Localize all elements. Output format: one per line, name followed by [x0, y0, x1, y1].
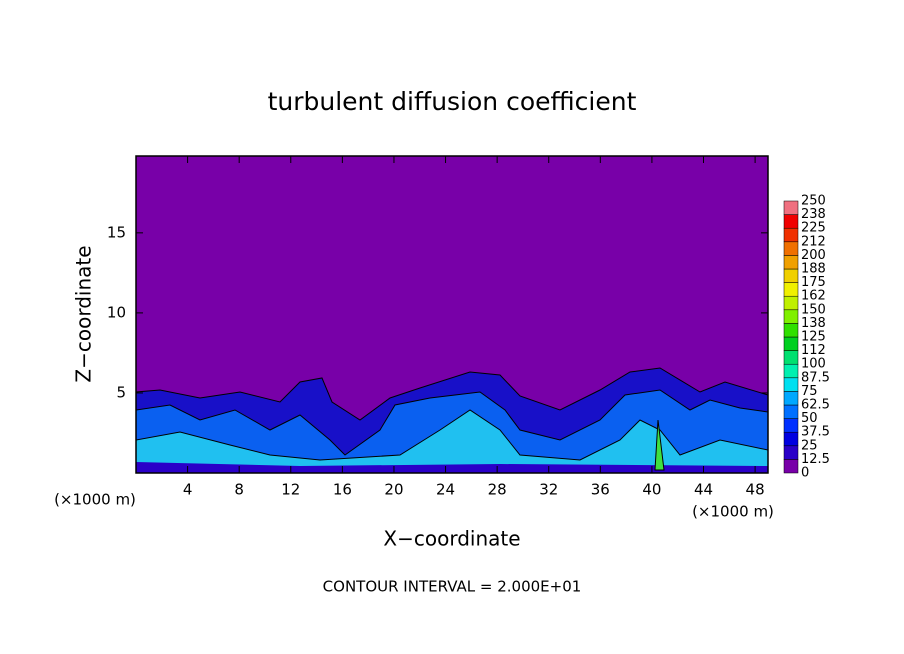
x-tick-label: 36: [591, 481, 610, 499]
field-region: [136, 462, 768, 473]
x-unit-label: (×1000 m): [692, 503, 774, 521]
colorbar-swatch: [783, 227, 799, 243]
x-tick-label: 8: [234, 481, 244, 499]
colorbar-label: 200: [801, 248, 826, 263]
colorbar-label: 238: [801, 207, 826, 222]
colorbar-label: 175: [801, 275, 826, 290]
colorbar-label: 138: [801, 316, 826, 331]
colorbar-label: 25: [801, 438, 818, 453]
colorbar-label: 75: [801, 384, 818, 399]
x-tick-label: 48: [746, 481, 765, 499]
colorbar-label: 37.5: [801, 425, 830, 440]
x-tick-label: 32: [539, 481, 558, 499]
colorbar-swatch: [783, 241, 799, 256]
colorbar-label: 250: [801, 194, 826, 209]
colorbar-swatch: [783, 418, 799, 433]
field-region: [135, 409, 769, 474]
colorbar-swatch: [783, 282, 799, 297]
y-tick-label: 15: [107, 223, 126, 241]
plot-frame: [135, 155, 769, 474]
y-tick-label: 5: [116, 383, 126, 401]
colorbar-swatch: [783, 459, 799, 474]
x-axis-label: X−coordinate: [383, 527, 520, 551]
x-tick-label: 4: [183, 481, 193, 499]
x-unit-label: (×1000 m): [54, 491, 136, 509]
colorbar-label: 125: [801, 330, 826, 345]
colorbar-swatch: [783, 336, 799, 351]
x-tick-label: 44: [694, 481, 713, 499]
colorbar-swatch: [783, 214, 799, 229]
x-tick-label: 16: [333, 481, 352, 499]
colorbar-label: 212: [801, 234, 826, 249]
colorbar-label: 50: [801, 411, 818, 426]
y-tick-label: 10: [107, 303, 126, 321]
colorbar-swatch: [783, 350, 799, 365]
colorbar-swatch: [783, 363, 799, 379]
colorbar-swatch: [783, 323, 799, 338]
colorbar-swatch: [783, 295, 799, 311]
colorbar-swatch: [783, 309, 799, 324]
x-tick-label: 12: [281, 481, 300, 499]
field: [135, 156, 769, 474]
x-tick-label: 24: [436, 481, 455, 499]
colorbar-label: 0: [801, 466, 809, 481]
colorbar-label: 162: [801, 289, 826, 304]
field-region: [654, 419, 665, 471]
chart-title: turbulent diffusion coefficient: [268, 87, 637, 116]
colorbar-label: 62.5: [801, 398, 830, 413]
y-axis-label: Z−coordinate: [72, 245, 96, 382]
colorbar-label: 225: [801, 221, 826, 236]
colorbar-label: 100: [801, 357, 826, 372]
annotation: CONTOUR INTERVAL = 2.000E+01: [323, 578, 582, 596]
colorbar-swatch: [783, 445, 799, 460]
colorbar-swatch: [783, 391, 799, 406]
colorbar-swatch: [783, 377, 799, 392]
x-tick-label: 20: [384, 481, 403, 499]
colorbar-label: 188: [801, 262, 826, 277]
colorbar-swatch: [783, 268, 799, 283]
x-tick-label: 28: [488, 481, 507, 499]
colorbar-label: 112: [801, 343, 826, 358]
colorbar-swatch: [783, 404, 799, 419]
colorbar-label: 150: [801, 302, 826, 317]
colorbar-swatch: [783, 431, 799, 447]
colorbar-swatch: [783, 255, 799, 270]
colorbar-label: 87.5: [801, 370, 830, 385]
x-tick-label: 40: [642, 481, 661, 499]
colorbar-label: 12.5: [801, 452, 830, 467]
colorbar-swatch: [783, 200, 799, 215]
